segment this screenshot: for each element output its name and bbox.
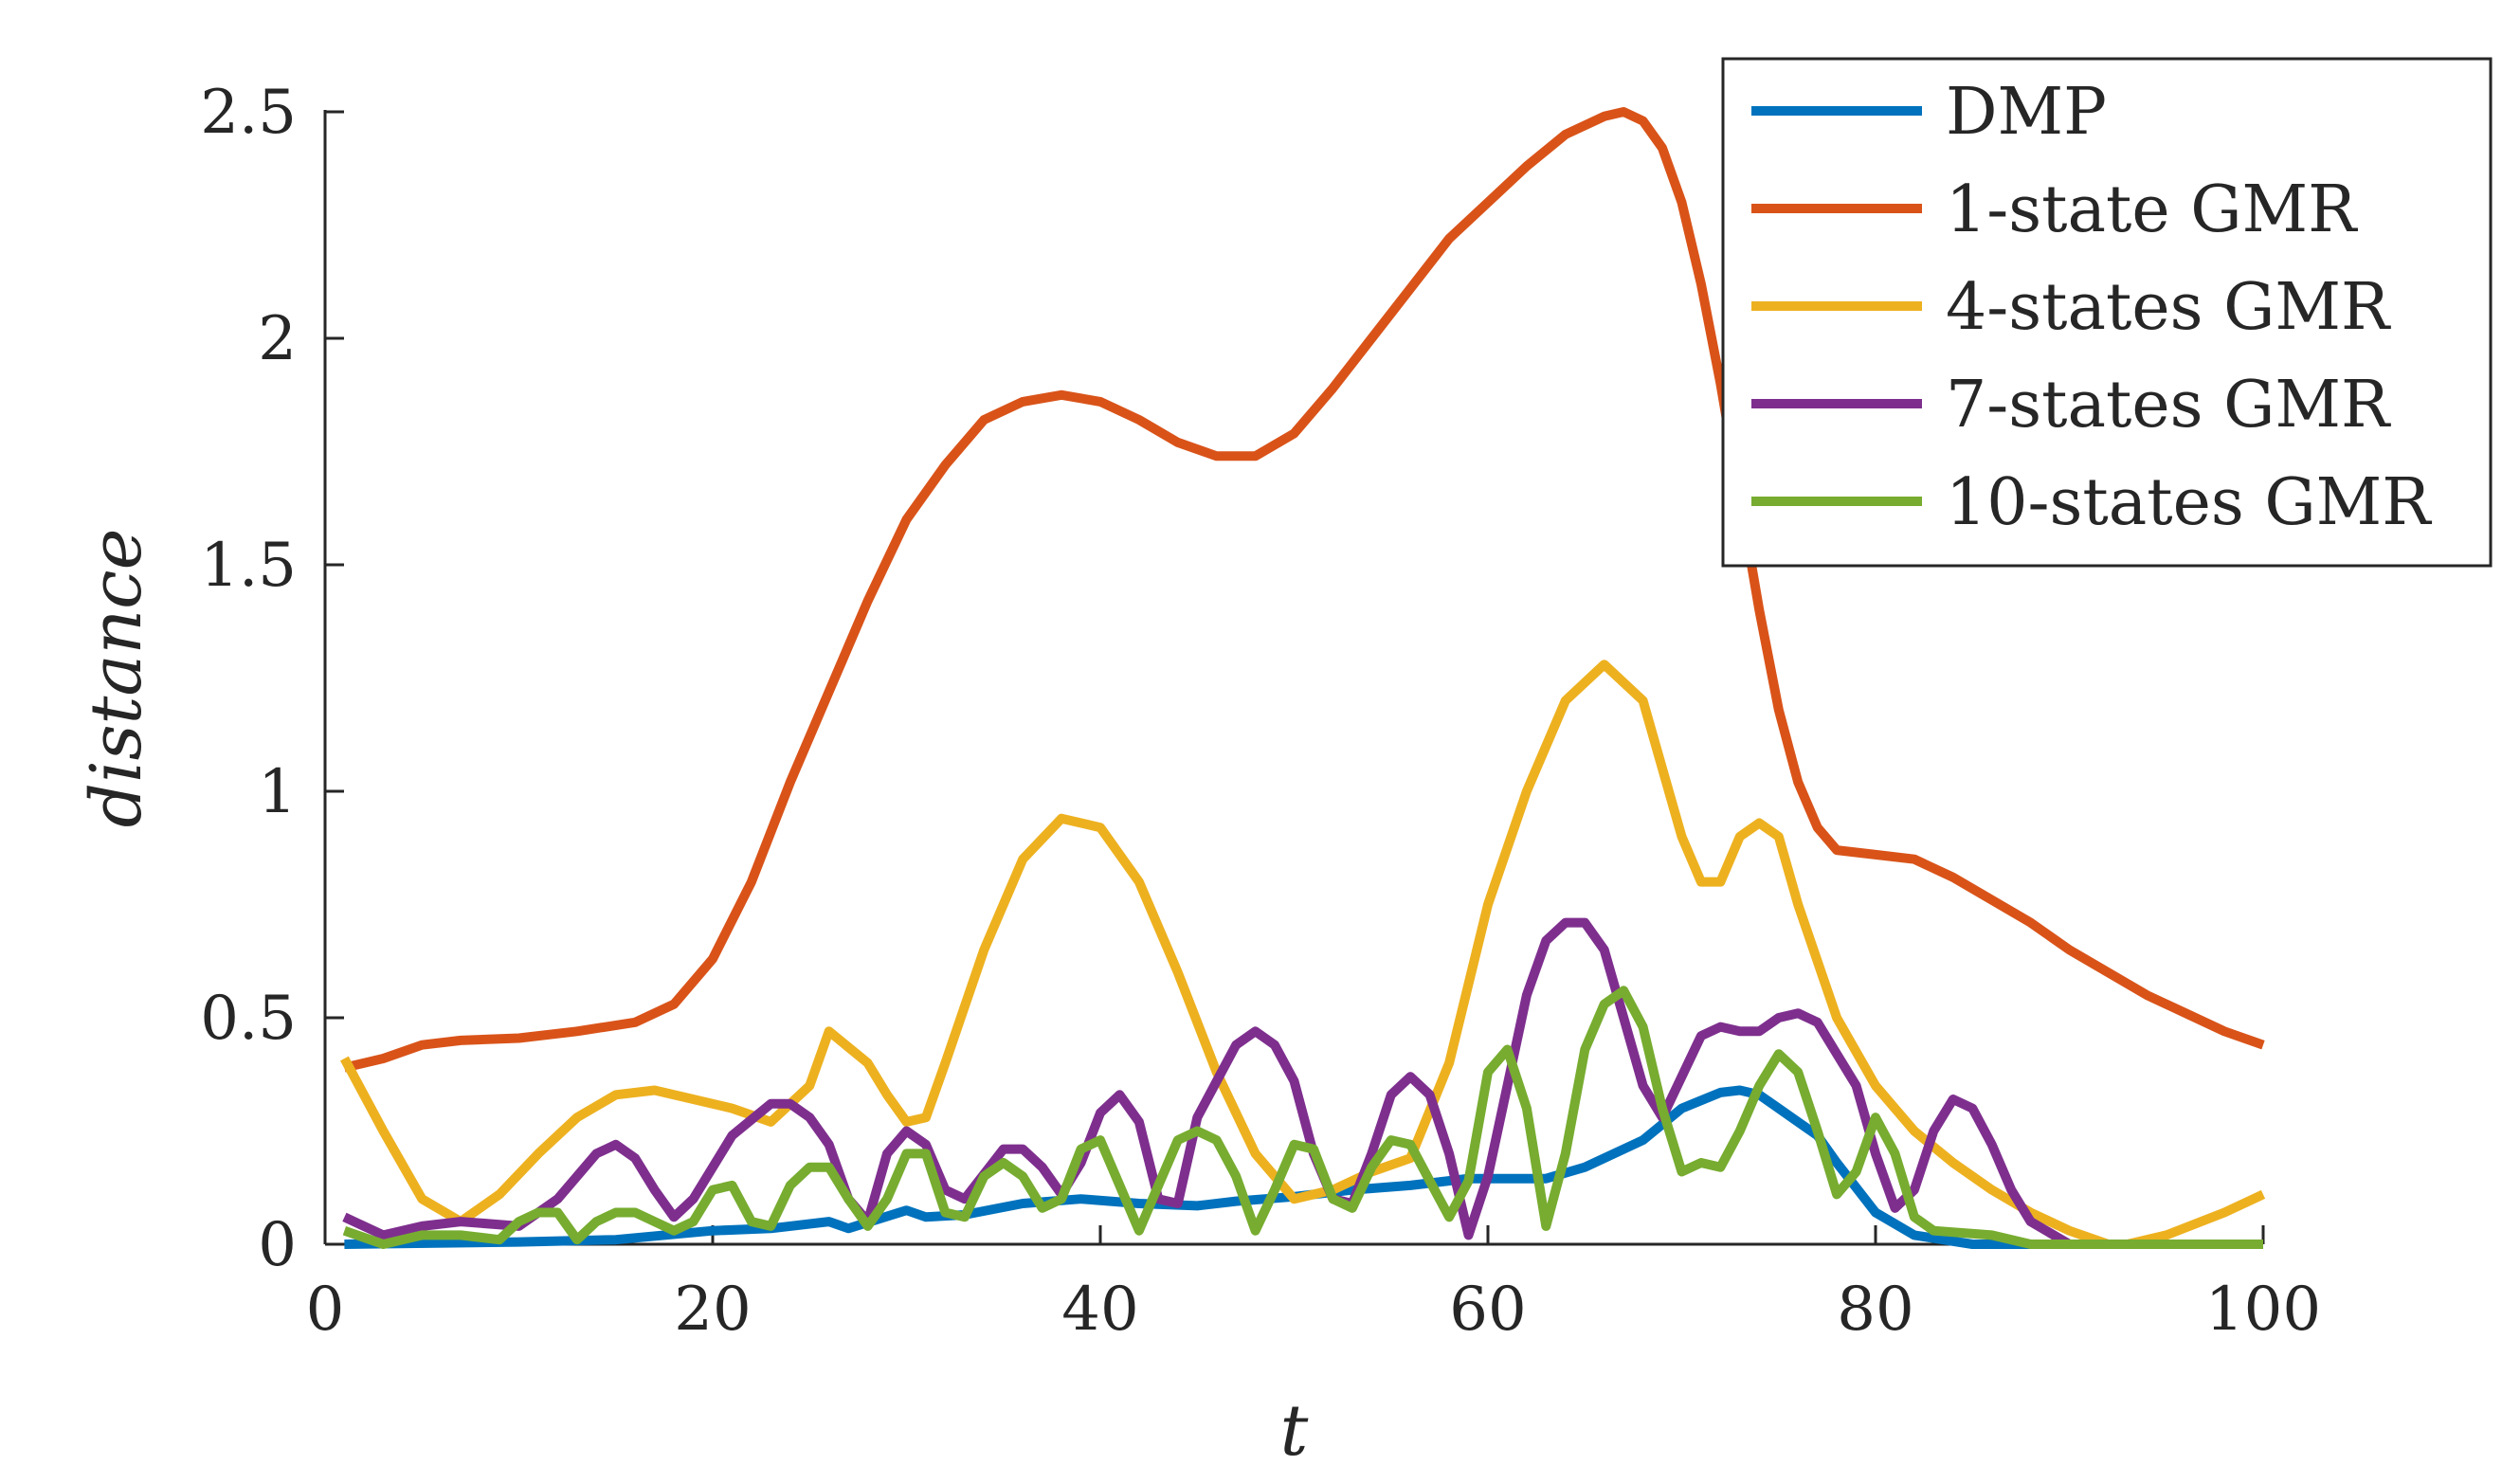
axes [323, 110, 2265, 1246]
y-axis-label: distance [76, 529, 157, 828]
x-tick-label: 20 [674, 1275, 751, 1345]
y-tick-label: 0 [258, 1210, 297, 1280]
y-tick-label: 1 [258, 757, 297, 827]
y-tick-label: 2 [258, 304, 297, 374]
legend-entry-label: 10-states GMR [1946, 465, 2432, 540]
x-tick-label: 40 [1061, 1275, 1138, 1345]
x-tick-label: 60 [1449, 1275, 1526, 1345]
series-line-1 [344, 1085, 2263, 1249]
x-tick-label: 80 [1837, 1275, 1913, 1345]
legend-entry-label: DMP [1946, 75, 2107, 150]
series-line-5 [342, 986, 2263, 1249]
series-line-4 [342, 917, 2263, 1249]
series-layer [339, 107, 2266, 1249]
series-line-3 [339, 660, 2266, 1249]
y-tick-label: 2.5 [200, 78, 297, 148]
legend: DMP 1-state GMR 4-states GMR 7-states GMR 10… [1721, 57, 2493, 568]
x-tick-label: 0 [306, 1275, 345, 1345]
legend-entry-label: 1-state GMR [1946, 172, 2358, 247]
y-tick-label: 0.5 [200, 984, 297, 1054]
legend-entry-label: 7-states GMR [1946, 368, 2391, 443]
legend-box [1721, 57, 2493, 568]
series-line-2 [343, 107, 2265, 1073]
legend-entry-label: 4-states GMR [1946, 270, 2391, 345]
y-tick-label: 1.5 [200, 531, 297, 601]
tick-labels: 0 20 40 60 80 100 0 0.5 1 1.5 2 2.5 [200, 78, 2321, 1345]
x-tick-label: 100 [2205, 1275, 2321, 1345]
x-axis-label: t [1280, 1390, 1309, 1472]
